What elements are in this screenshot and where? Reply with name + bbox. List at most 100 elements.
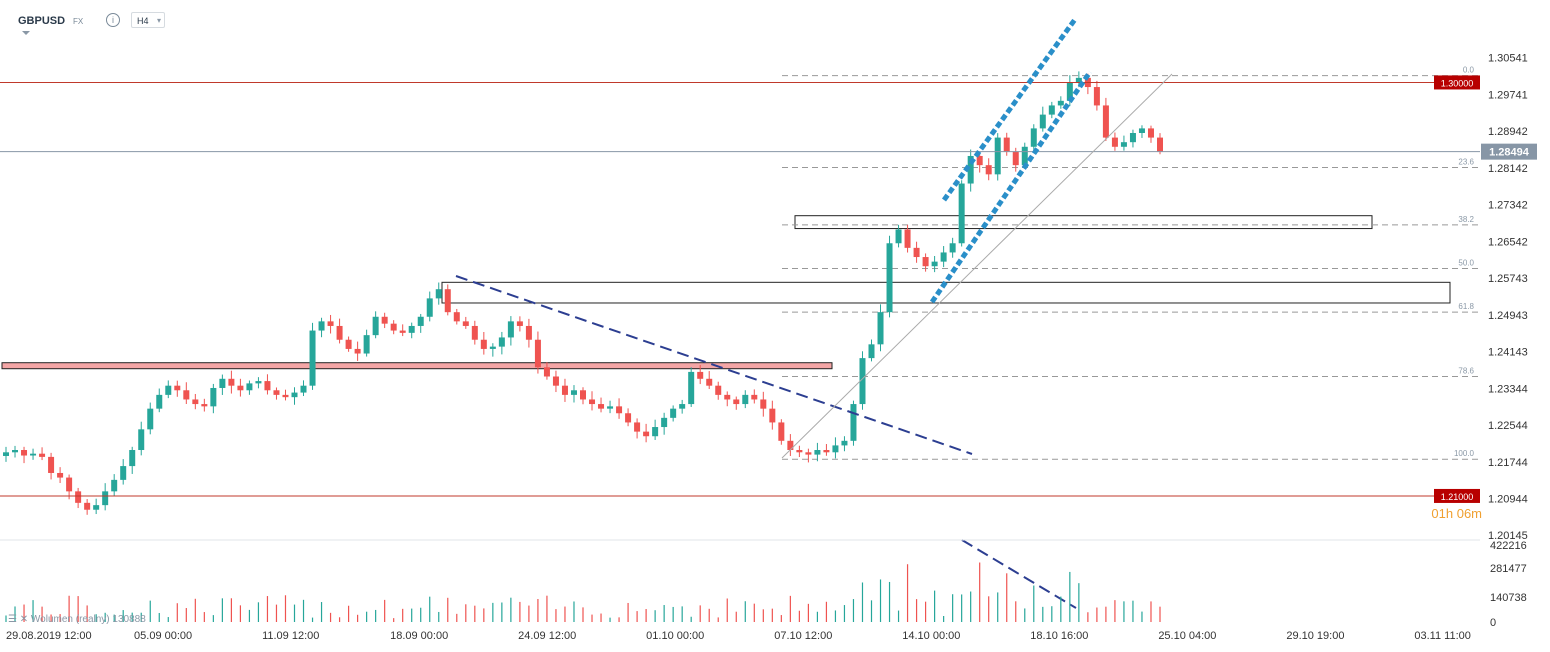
candle-body [462, 321, 469, 326]
candle-body [93, 505, 100, 510]
candle-body [111, 479, 118, 492]
candle-body [138, 429, 145, 451]
price-tick-label: 1.30541 [1488, 53, 1528, 65]
candle-body [643, 431, 650, 437]
candle-body [796, 450, 803, 453]
fib-level-label: 38.2 [1458, 215, 1474, 224]
price-tick-label: 1.20944 [1488, 494, 1528, 506]
candle-body [75, 491, 82, 503]
symbol-label[interactable]: GBPUSD [18, 15, 66, 27]
candle-body [769, 408, 776, 423]
timeframe-value: H4 [137, 16, 149, 26]
candle-body [598, 404, 605, 409]
candle-body [210, 387, 217, 407]
candle-body [543, 367, 550, 377]
chevron-down-icon: ▾ [156, 16, 161, 25]
candle-body [589, 399, 596, 405]
candle-body [66, 477, 73, 492]
candle-body [381, 316, 388, 324]
candle-body [471, 325, 478, 340]
candle-body [1003, 137, 1010, 152]
current-price-badge [1481, 143, 1537, 160]
candle-body [985, 165, 992, 175]
candle-body [715, 385, 722, 395]
candle-body [886, 243, 893, 313]
price-tick-label: 1.23344 [1488, 383, 1528, 395]
symbol-dropdown-caret-icon[interactable] [22, 31, 30, 35]
time-tick-label: 11.09 12:00 [262, 630, 319, 642]
candle-body [724, 394, 731, 400]
candle-body [922, 257, 929, 267]
time-tick-label: 18.10 16:00 [1030, 630, 1088, 642]
candle-body [670, 408, 677, 418]
candle-body [967, 155, 974, 184]
candle-body [480, 339, 487, 349]
candle-body [444, 289, 451, 313]
time-tick-label: 29.10 19:00 [1286, 630, 1344, 642]
timeframe-select[interactable]: H4 ▾ [131, 12, 165, 28]
candle-body [84, 502, 91, 510]
candle-body [300, 385, 307, 393]
candle-body [904, 229, 911, 248]
candle-body [1157, 137, 1163, 152]
fib-level-label: 50.0 [1458, 259, 1474, 268]
downtrend-line [455, 275, 973, 455]
info-icon[interactable]: i [106, 13, 120, 27]
candle-body [949, 243, 956, 253]
candle-body [201, 404, 208, 407]
volume-tick-label: 0 [1490, 617, 1496, 629]
candle-body [345, 339, 352, 349]
volume-legend: ☰ ✕ Wolumen (realny) 130888 [8, 614, 146, 625]
candle-body [39, 453, 46, 457]
candle-body [1075, 77, 1082, 83]
price-tick-label: 1.24143 [1488, 347, 1528, 359]
candle-body [354, 348, 361, 354]
candle-body [625, 413, 632, 423]
time-tick-label: 03.11 11:00 [1414, 630, 1470, 642]
candle-body [48, 456, 55, 473]
candle-body [246, 383, 253, 391]
candle-body [12, 450, 19, 453]
time-tick-label: 07.10 12:00 [774, 630, 832, 642]
candle-body [1102, 105, 1109, 138]
candle-body [327, 321, 334, 326]
candle-body [570, 390, 577, 395]
candle-body [1066, 82, 1073, 101]
price-tick-label: 1.27342 [1488, 200, 1528, 212]
price-tick-label: 1.22544 [1488, 420, 1528, 432]
volume-trendline [961, 539, 1077, 609]
candle-body [309, 330, 316, 386]
candle-body [453, 312, 460, 322]
candle-body [417, 316, 424, 326]
time-tick-label: 18.09 00:00 [390, 630, 448, 642]
candle-body [1120, 142, 1127, 147]
time-tick-label: 05.09 00:00 [134, 630, 192, 642]
candle-body [282, 394, 289, 398]
time-tick-label: 14.10 00:00 [902, 630, 960, 642]
candle-body [634, 422, 641, 432]
candle-body [697, 371, 704, 379]
time-tick-label: 29.08.2019 12:00 [6, 630, 92, 642]
support-zone [1, 362, 833, 370]
price-level-label: 1.30000 [1441, 78, 1474, 88]
box-upper [794, 215, 1373, 230]
candle-body [435, 289, 442, 299]
candle-body [877, 312, 884, 345]
candle-body [3, 452, 9, 456]
time-tick-label: 01.10 00:00 [646, 630, 704, 642]
candle-body [1039, 114, 1046, 129]
candle-body [1012, 151, 1019, 166]
candle-body [787, 440, 794, 451]
candle-body [616, 406, 623, 414]
candle-body [174, 385, 181, 391]
chart-toolbar: GBPUSD FX i H4 ▾ [0, 0, 1550, 40]
candle-body [156, 394, 163, 409]
candle-body [552, 376, 559, 386]
candle-body [958, 183, 965, 244]
candle-body [498, 337, 505, 347]
candle-body [183, 390, 190, 400]
price-level-badge [1434, 75, 1480, 90]
current-price-label: 1.28494 [1489, 147, 1530, 159]
candle-body [1129, 132, 1136, 143]
